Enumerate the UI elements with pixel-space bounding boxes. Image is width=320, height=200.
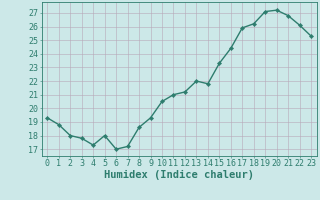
X-axis label: Humidex (Indice chaleur): Humidex (Indice chaleur) bbox=[104, 170, 254, 180]
